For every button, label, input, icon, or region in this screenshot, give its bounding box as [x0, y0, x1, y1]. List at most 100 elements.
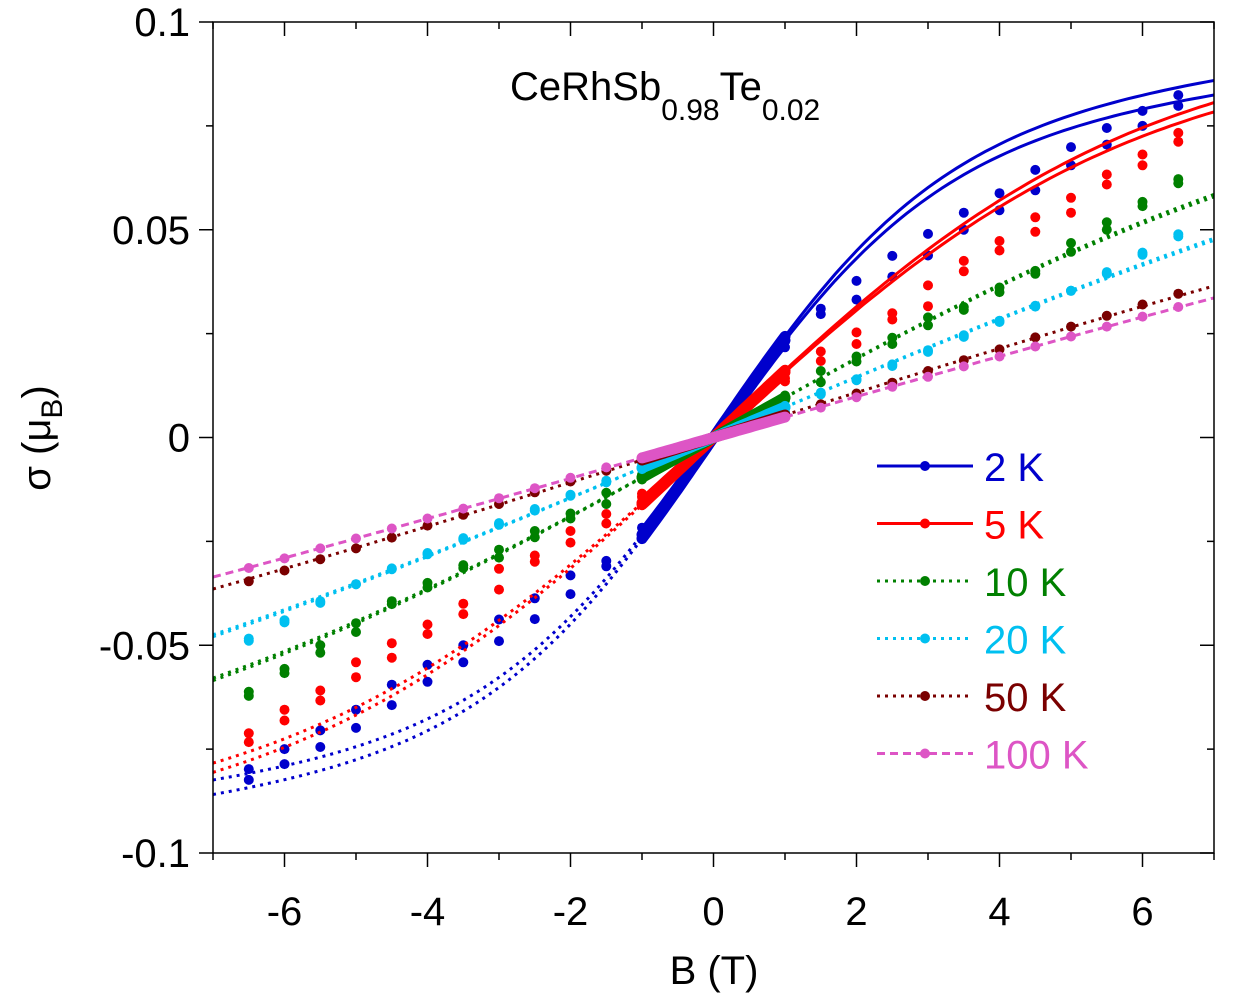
data-point: [601, 499, 612, 509]
data-point: [315, 725, 326, 736]
data-point: [1030, 332, 1041, 343]
data-point: [386, 652, 397, 663]
data-point: [315, 640, 326, 651]
data-point: [1066, 321, 1076, 332]
series-2k-lower-fit-positive: [783, 93, 1214, 342]
data-point: [243, 576, 254, 587]
data-point: [994, 245, 1005, 256]
data-point: [458, 657, 469, 668]
legend: 2 K 5 K 10 K 20 K 50 K 100 K: [877, 446, 1089, 778]
data-point: [422, 577, 433, 588]
data-point: [1101, 268, 1112, 279]
data-point: [422, 513, 433, 524]
chart-title: CeRhSb0.98Te0.02: [510, 65, 820, 127]
data-point: [1173, 136, 1184, 147]
data-point: [315, 647, 326, 658]
data-point: [851, 392, 862, 403]
data-point: [958, 331, 969, 342]
series-10k-lower-fit-negative: [213, 475, 643, 680]
data-point: [1101, 123, 1112, 133]
data-point: [887, 314, 898, 325]
data-point: [1173, 127, 1184, 138]
data-point: [1030, 226, 1041, 237]
data-point: [958, 207, 969, 218]
data-point: [315, 695, 326, 706]
legend-marker-5k: [920, 518, 930, 529]
data-point: [458, 560, 469, 571]
data-point: [601, 555, 612, 566]
data-point: [1066, 246, 1076, 257]
data-point: [529, 526, 540, 536]
data-point: [994, 344, 1005, 355]
title-subscript-2: 0.02: [762, 94, 820, 127]
series-2k: [213, 79, 1214, 796]
data-point: [1066, 285, 1076, 296]
data-point: [1030, 300, 1041, 311]
y-axis-title: σ (μB): [15, 385, 69, 491]
data-point: [1066, 331, 1076, 342]
data-point: [1173, 100, 1184, 111]
data-point: [780, 342, 790, 353]
data-point: [601, 487, 612, 498]
data-point: [815, 356, 826, 366]
data-point: [351, 533, 361, 544]
data-point: [279, 565, 290, 576]
series-10k: [213, 174, 1214, 701]
series-2k-upper-fit-negative: [213, 537, 644, 796]
plot-area: [213, 79, 1214, 796]
data-point: [529, 550, 540, 561]
data-point: [1101, 169, 1112, 180]
data-point: [815, 402, 826, 413]
data-point: [958, 255, 969, 266]
data-point: [780, 376, 790, 387]
y-tick-label: 0.1: [134, 1, 190, 45]
data-point: [851, 294, 862, 305]
data-point: [923, 301, 933, 312]
data-layer: [213, 79, 1214, 796]
x-tick-label: 2: [845, 890, 867, 934]
data-point: [565, 526, 576, 536]
series-20k-lower-fit-positive: [784, 238, 1214, 409]
y-tick-label: -0.1: [121, 832, 190, 876]
data-point: [386, 638, 397, 649]
data-point: [1101, 224, 1112, 235]
data-point: [923, 320, 933, 331]
data-point: [458, 503, 469, 514]
data-point: [386, 564, 397, 575]
data-point: [1137, 160, 1148, 171]
series-2k-lower-fit-negative: [213, 533, 644, 782]
data-point: [923, 371, 933, 382]
data-point: [315, 554, 326, 565]
data-point: [529, 505, 540, 516]
data-point: [243, 764, 254, 775]
data-point: [851, 339, 862, 349]
data-point: [1101, 321, 1112, 332]
x-axis-title: B (T): [670, 949, 759, 993]
x-tick-label: 0: [702, 890, 724, 934]
data-point: [1137, 299, 1148, 310]
data-point: [458, 609, 469, 620]
data-point: [1030, 164, 1041, 175]
data-point: [279, 759, 290, 770]
data-point: [815, 309, 826, 320]
data-point: [422, 548, 433, 558]
data-point: [386, 596, 397, 607]
data-point: [887, 339, 898, 349]
data-point: [422, 520, 433, 531]
series-2k-upper-fit-positive: [783, 79, 1214, 338]
data-point: [851, 327, 862, 338]
data-point: [601, 509, 612, 519]
data-point: [1066, 238, 1076, 248]
series-100k: [213, 296, 1214, 579]
data-point: [565, 537, 576, 548]
data-point: [851, 375, 862, 386]
data-point: [386, 679, 397, 690]
data-point: [1066, 142, 1076, 153]
data-point: [351, 722, 361, 733]
legend-label-2k: 2 K: [984, 446, 1044, 490]
data-point: [494, 518, 504, 529]
data-point: [565, 472, 576, 483]
data-point: [529, 483, 540, 494]
legend-marker-100k: [920, 748, 930, 759]
data-point: [1173, 229, 1184, 240]
